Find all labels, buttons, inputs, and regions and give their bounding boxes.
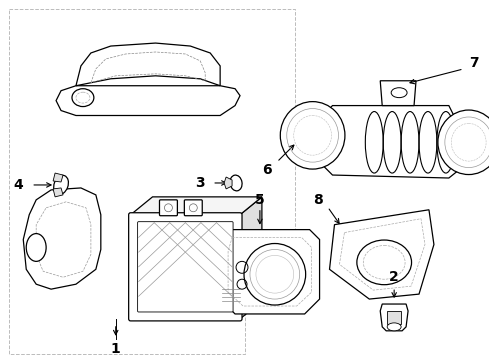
Text: 7: 7: [469, 56, 479, 70]
Polygon shape: [53, 188, 63, 197]
Text: 6: 6: [262, 163, 271, 177]
Ellipse shape: [280, 102, 345, 169]
Text: 8: 8: [313, 193, 322, 207]
Text: 3: 3: [196, 176, 205, 190]
Ellipse shape: [366, 112, 383, 173]
FancyBboxPatch shape: [129, 213, 242, 321]
Polygon shape: [322, 105, 459, 178]
Ellipse shape: [230, 175, 242, 191]
Text: 4: 4: [13, 178, 23, 192]
Polygon shape: [224, 177, 232, 189]
Polygon shape: [76, 43, 220, 86]
Ellipse shape: [54, 175, 69, 195]
Polygon shape: [56, 86, 240, 116]
Text: 1: 1: [111, 342, 121, 356]
Text: 2: 2: [389, 270, 399, 284]
Ellipse shape: [26, 234, 46, 261]
Ellipse shape: [244, 243, 306, 305]
Polygon shape: [387, 311, 401, 324]
FancyBboxPatch shape: [138, 222, 233, 312]
Polygon shape: [53, 173, 63, 182]
Polygon shape: [380, 81, 416, 105]
Text: 5: 5: [255, 193, 265, 207]
FancyBboxPatch shape: [159, 200, 177, 216]
Polygon shape: [23, 188, 101, 289]
Ellipse shape: [72, 89, 94, 107]
Polygon shape: [380, 304, 408, 331]
Ellipse shape: [387, 323, 401, 331]
Polygon shape: [329, 210, 434, 299]
FancyBboxPatch shape: [184, 200, 202, 216]
Ellipse shape: [438, 110, 490, 175]
Polygon shape: [131, 197, 262, 215]
Polygon shape: [220, 230, 319, 314]
Polygon shape: [240, 197, 262, 319]
